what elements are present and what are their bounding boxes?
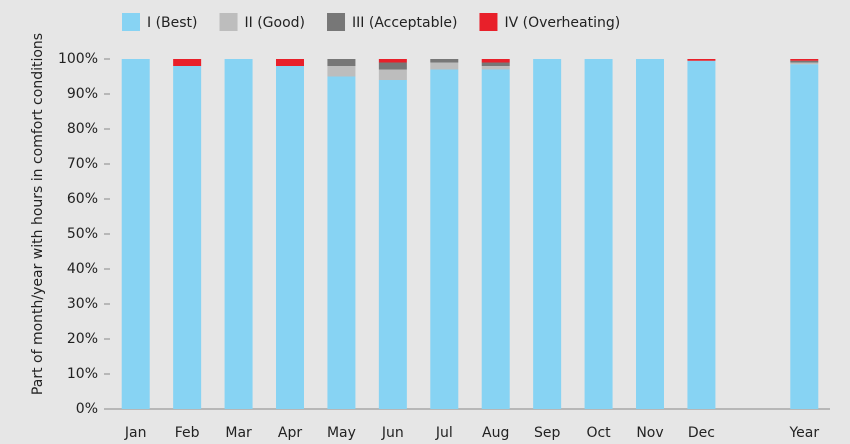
- bar-segment: [687, 59, 716, 61]
- bar-segment: [687, 60, 716, 409]
- bar-segment: [790, 60, 819, 63]
- y-tick-label: 100%: [58, 51, 98, 67]
- bar-segment: [378, 62, 407, 70]
- x-tick-label: Jun: [381, 425, 404, 441]
- bar-segment: [636, 59, 664, 409]
- bar-segment: [327, 76, 356, 409]
- x-tick-label: Mar: [225, 425, 252, 441]
- legend-swatch: [479, 13, 498, 31]
- y-tick-label: 80%: [67, 121, 98, 137]
- bar-segment: [430, 62, 459, 70]
- bar-segment: [224, 59, 253, 409]
- legend-label: II (Good): [245, 15, 306, 31]
- y-tick-label: 20%: [67, 331, 98, 347]
- bar-segment: [430, 59, 459, 63]
- y-tick-label: 40%: [67, 261, 98, 277]
- bar-segment: [173, 59, 202, 66]
- y-tick-label: 30%: [67, 296, 98, 312]
- bar-segment: [790, 62, 819, 65]
- bar-segment: [121, 59, 150, 409]
- x-tick-label: Nov: [636, 425, 663, 441]
- x-tick-label: May: [327, 425, 356, 441]
- x-tick-label: Aug: [482, 425, 509, 441]
- bar-segment: [481, 59, 510, 63]
- x-tick-label: Sep: [534, 425, 561, 441]
- legend-label: IV (Overheating): [504, 15, 620, 31]
- y-tick-label: 60%: [67, 191, 98, 207]
- bar-segment: [327, 59, 356, 66]
- x-tick-label: Year: [788, 425, 819, 441]
- legend-label: I (Best): [147, 15, 198, 31]
- legend-swatch: [122, 13, 140, 31]
- x-tick-label: Dec: [688, 425, 715, 441]
- bar-segment: [481, 69, 510, 409]
- legend-label: III (Acceptable): [352, 15, 457, 31]
- bar-segment: [533, 59, 562, 409]
- y-tick-label: 10%: [67, 366, 98, 382]
- x-tick-label: Jul: [435, 425, 453, 441]
- bar-segment: [173, 66, 202, 409]
- legend-swatch: [219, 13, 238, 31]
- bar-segment: [378, 80, 407, 409]
- bar-segment: [481, 66, 510, 70]
- bar-segment: [327, 66, 356, 77]
- x-tick-label: Jan: [124, 425, 147, 441]
- bar-segment: [378, 59, 407, 63]
- bar-segment: [378, 69, 407, 80]
- bar-segment: [276, 59, 304, 66]
- y-tick-label: 70%: [67, 156, 98, 172]
- y-tick-label: 0%: [76, 401, 98, 417]
- y-tick-label: 90%: [67, 86, 98, 102]
- x-tick-label: Oct: [586, 425, 611, 441]
- x-tick-label: Apr: [278, 425, 302, 441]
- x-tick-label: Feb: [175, 425, 200, 441]
- bar-segment: [481, 62, 510, 66]
- bar-segment: [790, 64, 819, 409]
- bar-segment: [584, 59, 613, 409]
- y-axis-label: Part of month/year with hours in comfort…: [30, 33, 46, 395]
- bar-segment: [790, 59, 819, 61]
- legend-swatch: [327, 13, 346, 31]
- y-tick-label: 50%: [67, 226, 98, 242]
- bar-segment: [276, 66, 304, 409]
- bar-segment: [430, 69, 459, 409]
